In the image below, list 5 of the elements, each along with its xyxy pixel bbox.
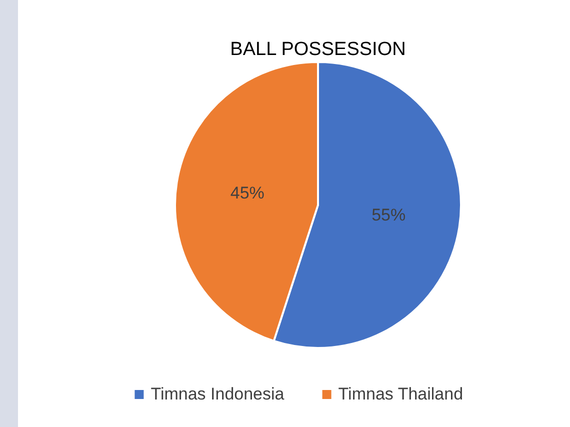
legend-label: Timnas Thailand [338, 384, 464, 404]
data-label: 55% [372, 206, 406, 225]
data-label: 45% [230, 183, 264, 202]
legend-label: Timnas Indonesia [150, 384, 285, 404]
chart-title: BALL POSSESSION [230, 39, 406, 60]
